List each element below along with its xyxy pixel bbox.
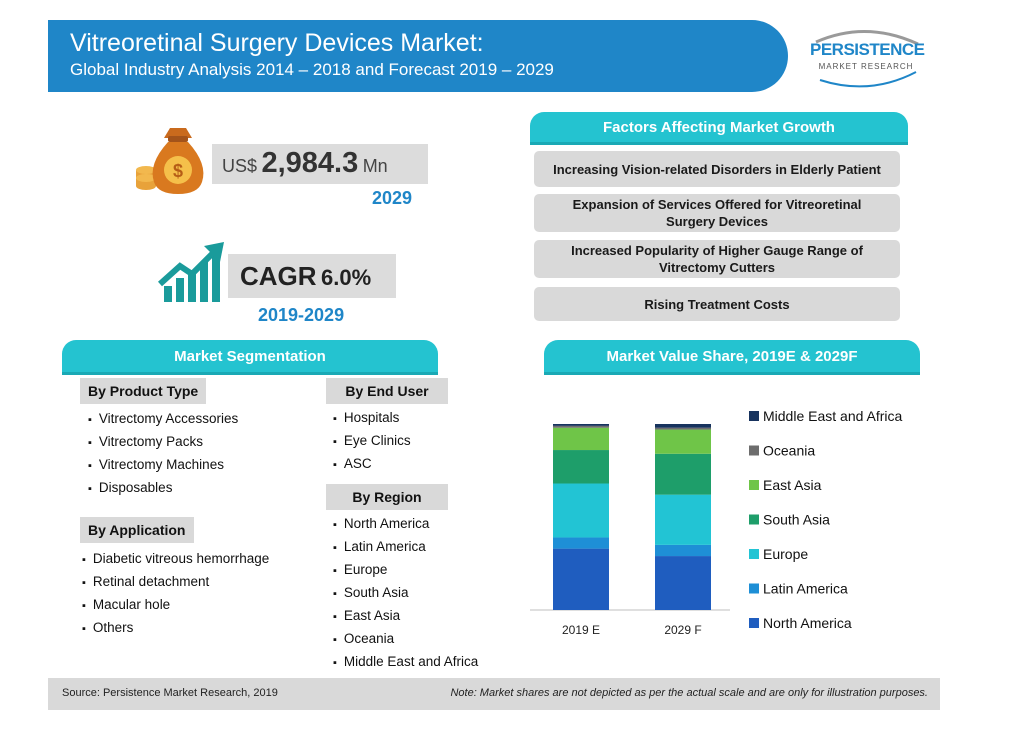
end-user-list: Hospitals Eye Clinics ASC — [333, 406, 411, 475]
factors-header-underline — [530, 142, 908, 145]
bar-segment-oceania — [655, 427, 711, 430]
bar-segment-middle-east-and-africa — [655, 424, 711, 428]
page-title: Vitreoretinal Surgery Devices Market: — [70, 29, 484, 57]
growth-chart-icon — [158, 242, 224, 302]
list-item: Latin America — [333, 535, 478, 558]
list-item: Disposables — [88, 476, 238, 499]
factor-item: Increasing Vision-related Disorders in E… — [534, 151, 900, 187]
money-bag-icon: $ — [136, 128, 204, 194]
list-item: Hospitals — [333, 406, 411, 429]
factors-header: Factors Affecting Market Growth — [530, 112, 908, 142]
legend-swatch — [749, 445, 759, 456]
header-banner: Vitreoretinal Surgery Devices Market: Gl… — [48, 20, 788, 92]
factor-item: Expansion of Services Offered for Vitreo… — [534, 194, 900, 232]
cagr-value: 6.0% — [321, 265, 372, 290]
x-tick-label: 2019 E — [562, 623, 600, 637]
legend-swatch — [749, 480, 759, 490]
page-subtitle: Global Industry Analysis 2014 – 2018 and… — [70, 60, 554, 79]
bar-segment-europe — [655, 494, 711, 545]
factor-item: Rising Treatment Costs — [534, 287, 900, 321]
application-list: Diabetic vitreous hemorrhage Retinal det… — [82, 547, 269, 639]
bar-segment-latin-america — [655, 544, 711, 557]
list-item: Oceania — [333, 627, 478, 650]
segmentation-header-underline — [62, 372, 438, 375]
bar-segment-east-asia — [553, 427, 609, 451]
market-value-unit: Mn — [362, 156, 388, 176]
list-item: Others — [82, 616, 269, 639]
cagr-box: CAGR 6.0% — [228, 254, 396, 298]
market-value-year: 2029 — [372, 188, 413, 208]
legend-swatch — [749, 618, 759, 628]
region-title: By Region — [326, 484, 448, 510]
legend-swatch — [749, 549, 759, 559]
list-item: Vitrectomy Accessories — [88, 407, 238, 430]
legend-label: North America — [763, 615, 852, 631]
legend-label: Latin America — [763, 581, 848, 597]
factor-item: Increased Popularity of Higher Gauge Ran… — [534, 240, 900, 278]
bar-segment-north-america — [655, 556, 711, 610]
share-header-underline — [544, 372, 920, 375]
legend-swatch — [749, 583, 759, 594]
segmentation-header: Market Segmentation — [62, 340, 438, 372]
list-item: North America — [333, 512, 478, 535]
list-item: Europe — [333, 558, 478, 581]
market-value-amount: 2,984.3 — [261, 147, 359, 179]
footer-bar: Source: Persistence Market Research, 201… — [48, 678, 940, 710]
note-text: Note: Market shares are not depicted as … — [450, 687, 928, 699]
region-list: North America Latin America Europe South… — [333, 512, 478, 673]
source-text: Source: Persistence Market Research, 201… — [62, 687, 278, 699]
legend-label: East Asia — [763, 477, 822, 493]
legend-label: Middle East and Africa — [763, 408, 903, 424]
company-logo: PERSISTENCE MARKET RESEARCH — [806, 26, 926, 90]
bar-segment-south-asia — [553, 450, 609, 484]
legend-label: Europe — [763, 546, 808, 562]
bar-segment-south-asia — [655, 453, 711, 495]
product-type-list: Vitrectomy Accessories Vitrectomy Packs … — [88, 407, 238, 499]
list-item: Retinal detachment — [82, 570, 269, 593]
list-item: Diabetic vitreous hemorrhage — [82, 547, 269, 570]
list-item: Vitrectomy Machines — [88, 453, 238, 476]
market-value-box: US$ 2,984.3 Mn — [212, 144, 428, 184]
bar-segment-middle-east-and-africa — [553, 424, 609, 426]
market-value-currency: US$ — [222, 156, 258, 176]
legend-swatch — [749, 411, 759, 421]
end-user-title: By End User — [326, 378, 448, 404]
bar-segment-europe — [553, 483, 609, 538]
application-title: By Application — [80, 517, 194, 543]
logo-name: PERSISTENCE — [810, 40, 925, 59]
bar-segment-latin-america — [553, 537, 609, 549]
list-item: Vitrectomy Packs — [88, 430, 238, 453]
list-item: ASC — [333, 452, 411, 475]
logo-tagline: MARKET RESEARCH — [818, 62, 914, 71]
product-type-title: By Product Type — [80, 378, 207, 404]
bar-segment-east-asia — [655, 429, 711, 454]
logo-swoosh-icon — [815, 30, 919, 88]
legend-label: Oceania — [763, 443, 815, 459]
bar-segment-oceania — [553, 425, 609, 428]
cagr-label: CAGR — [240, 261, 317, 291]
cagr-period: 2019-2029 — [258, 305, 345, 325]
market-share-chart: 2019 E 2029 F Middle East and Africa Oceani… — [530, 408, 903, 637]
svg-text:$: $ — [173, 161, 183, 181]
share-header: Market Value Share, 2019E & 2029F — [544, 340, 920, 372]
list-item: East Asia — [333, 604, 478, 627]
legend-label: South Asia — [763, 512, 830, 528]
legend-swatch — [749, 514, 759, 525]
list-item: Macular hole — [82, 593, 269, 616]
list-item: Eye Clinics — [333, 429, 411, 452]
x-tick-label: 2029 F — [664, 623, 701, 637]
bar-segment-north-america — [553, 548, 609, 610]
list-item: Middle East and Africa — [333, 650, 478, 673]
list-item: South Asia — [333, 581, 478, 604]
